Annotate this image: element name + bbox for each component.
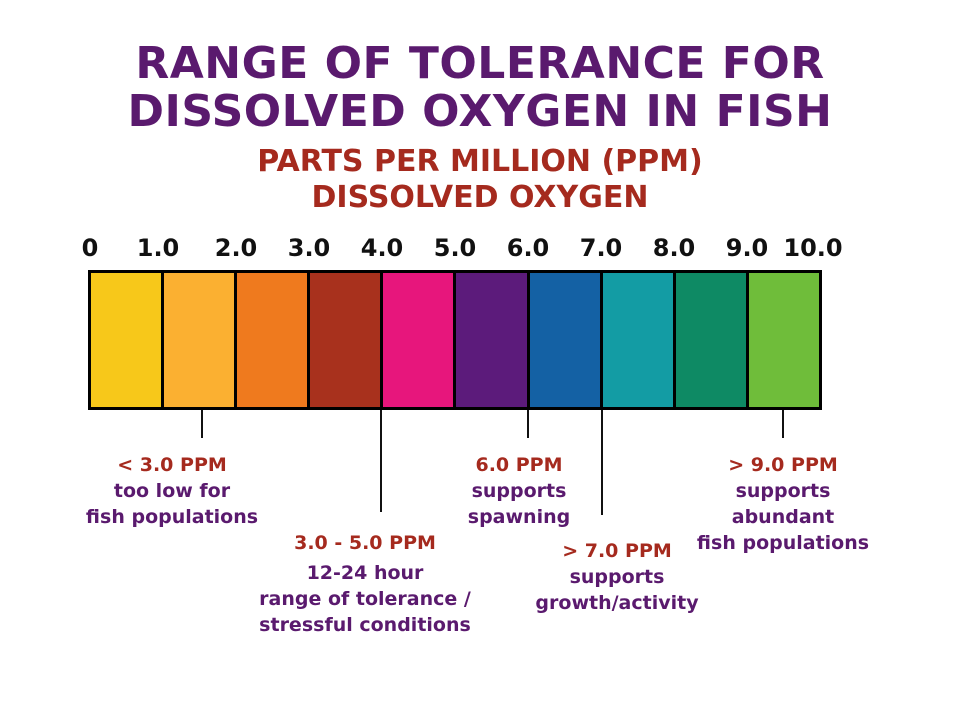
scale-segment-1-2 [164, 273, 238, 407]
annotation-3-to-5ppm: 3.0 - 5.0 PPM 12-24 hour range of tolera… [259, 530, 471, 638]
subtitle-line-1: PARTS PER MILLION (PPM) [257, 144, 703, 179]
leader-line-under-3 [201, 410, 203, 438]
tick-label-1: 1.0 [136, 234, 180, 262]
annotation-text: range of tolerance / [259, 588, 471, 610]
annotation-text: abundant [731, 506, 835, 528]
annotation-text: supports [471, 480, 567, 502]
scale-segment-6-7 [529, 273, 603, 407]
leader-line-6 [527, 410, 529, 438]
annotation-ppm: < 3.0 PPM [117, 454, 227, 476]
scale-segment-2-3 [237, 273, 311, 407]
annotation-ppm: > 7.0 PPM [562, 540, 672, 562]
annotation-ppm: 6.0 PPM [475, 454, 563, 476]
scale-segment-7-8 [602, 273, 676, 407]
annotation-text: fish populations [696, 532, 870, 554]
annotation-text: too low for [113, 480, 231, 502]
annotation-text: stressful conditions [259, 614, 471, 636]
tick-label-10: 10.0 [783, 234, 843, 262]
annotation-ppm: > 9.0 PPM [728, 454, 838, 476]
annotation-over-9ppm: > 9.0 PPM supports abundant fish populat… [697, 452, 869, 556]
annotation-over-7ppm: > 7.0 PPM supports growth/activity [535, 538, 698, 616]
tick-label-9: 9.0 [725, 234, 769, 262]
tick-label-0: 0 [81, 234, 99, 262]
annotation-6ppm: 6.0 PPM supports spawning [468, 452, 570, 530]
scale-segment-4-5 [383, 273, 457, 407]
scale-segment-3-4 [310, 273, 384, 407]
annotation-text: supports [735, 480, 831, 502]
scale-segment-0-1 [91, 273, 165, 407]
leader-line-3-to-5 [380, 410, 382, 512]
leader-line-over-7 [601, 410, 603, 515]
scale-tick-labels: 0 1.0 2.0 3.0 4.0 5.0 6.0 7.0 8.0 9.0 10… [0, 234, 960, 266]
tick-label-7: 7.0 [579, 234, 623, 262]
tick-label-2: 2.0 [214, 234, 258, 262]
annotation-text: growth/activity [535, 592, 699, 614]
scale-segment-8-9 [675, 273, 749, 407]
tick-label-5: 5.0 [433, 234, 477, 262]
subtitle-line-2: DISSOLVED OXYGEN [311, 180, 649, 215]
tick-label-6: 6.0 [506, 234, 550, 262]
title-line-2: DISSOLVED OXYGEN IN FISH [127, 86, 833, 137]
annotation-ppm: 3.0 - 5.0 PPM [294, 532, 436, 554]
scale-segment-5-6 [456, 273, 530, 407]
annotation-under-3ppm: < 3.0 PPM too low for fish populations [86, 452, 258, 530]
tick-label-4: 4.0 [360, 234, 404, 262]
annotation-text: fish populations [85, 506, 259, 528]
annotation-text: spawning [467, 506, 571, 528]
scale-segment-9-10 [748, 273, 819, 407]
oxygen-scale-bar [88, 270, 822, 410]
annotation-text: 12-24 hour [306, 562, 424, 584]
leader-line-over-9 [782, 410, 784, 438]
title-line-1: RANGE OF TOLERANCE FOR [135, 38, 825, 89]
annotation-text: supports [569, 566, 665, 588]
tick-label-8: 8.0 [652, 234, 696, 262]
tick-label-3: 3.0 [287, 234, 331, 262]
